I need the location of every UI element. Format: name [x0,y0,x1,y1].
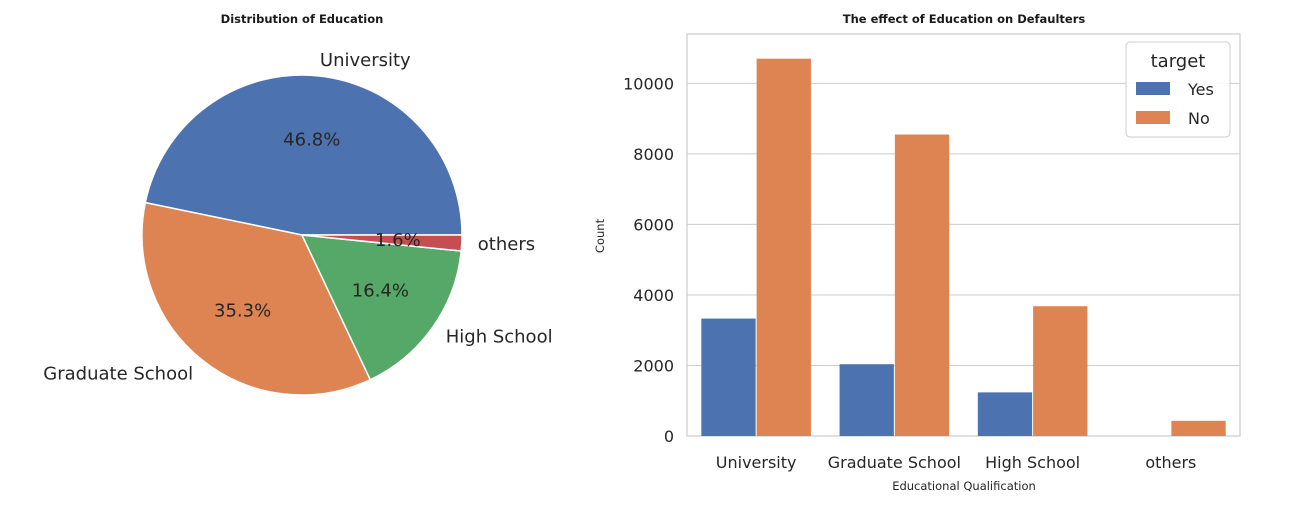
y-tick-label-2000: 2000 [633,356,674,375]
pie-pct-label-others: 1.6% [375,230,421,251]
legend-label-yes: Yes [1187,80,1214,99]
y-tick-labels: 0 2000 4000 6000 8000 10000 [623,74,674,446]
pie-labels: 46.8% University 35.3% Graduate School 16.4%… [43,50,552,384]
x-tick-labels: University Graduate School High School othe… [716,453,1197,472]
bar-high-school-yes [977,392,1033,436]
legend-label-no: No [1188,109,1210,128]
legend-swatch-no [1136,111,1170,124]
bar-university-yes [701,318,756,436]
bar-chart-title: The effect of Education on Defaulters [843,12,1086,26]
pie-pct-label-high-school: 16.4% [352,280,409,301]
y-tick-label-6000: 6000 [633,215,674,234]
pie-category-label-others: others [478,234,535,255]
x-axis-label: Educational Qualification [892,479,1036,493]
pie-slice-university [144,74,463,236]
bar-high-school-no [1033,306,1088,436]
y-tick-label-4000: 4000 [633,286,674,305]
pie-slice-others [301,234,463,252]
pie-slices [141,74,463,396]
legend-title: target [1151,51,1206,72]
legend: target Yes No [1125,41,1231,138]
pie-category-label-university: University [320,50,411,71]
y-tick-label-10000: 10000 [623,74,674,93]
pie-chart-title: Distribution of Education [221,12,384,26]
pie-pct-label-university: 46.8% [283,129,340,150]
bar-others-no [1171,420,1226,436]
y-tick-label-8000: 8000 [633,145,674,164]
bar-chart: The effect of Education on Defaulters 0 2… [593,12,1241,493]
x-tick-label-graduate-school: Graduate School [828,453,961,472]
legend-swatch-yes [1136,82,1170,95]
bar-graduate-school-yes [839,364,894,436]
x-tick-label-others: others [1145,453,1196,472]
y-axis-label: Count [593,218,607,253]
pie-slice-high-school [300,234,463,381]
x-tick-label-high-school: High School [985,453,1080,472]
x-tick-label-university: University [716,453,797,472]
pie-chart: Distribution of Education 46.8% Universit… [43,12,553,396]
bars [701,58,1226,437]
bar-graduate-school-no [894,134,950,436]
y-tick-label-0: 0 [664,427,674,446]
pie-category-label-high-school: High School [446,327,553,348]
pie-pct-label-graduate-school: 35.3% [214,300,271,321]
bar-university-no [756,58,811,437]
pie-category-label-graduate-school: Graduate School [43,363,193,384]
pie-slice-graduate-school [141,201,372,396]
